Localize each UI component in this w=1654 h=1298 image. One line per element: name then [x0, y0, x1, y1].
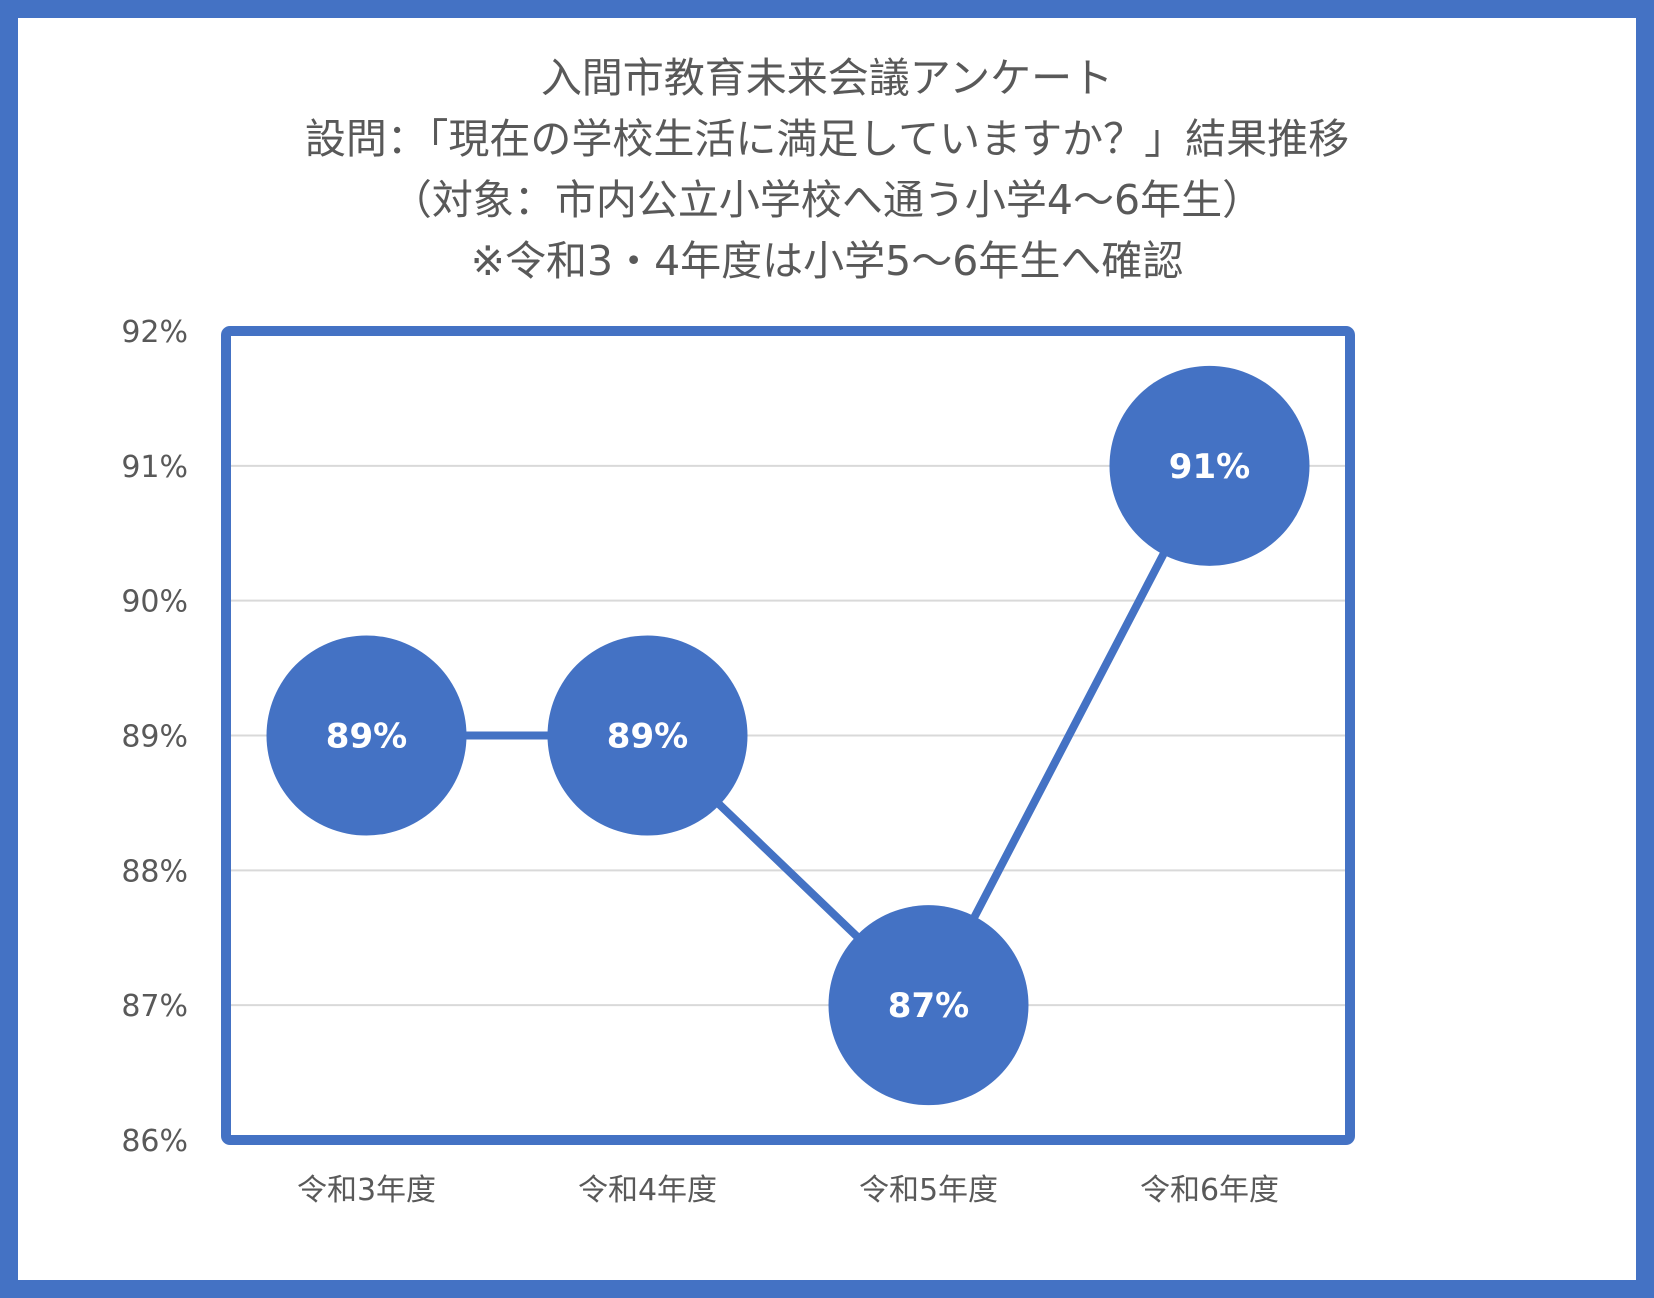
data-point [828, 905, 1029, 1106]
title-line-2: 設問：「現在の学校生活に満足していますか？」結果推移 [304, 115, 1350, 163]
y-tick-label: 89% [121, 720, 188, 755]
data-label: 87% [888, 986, 969, 1026]
data-label: 89% [607, 717, 688, 757]
y-tick-label: 90% [121, 585, 188, 620]
title-line-1: 入間市教育未来会議アンケート [540, 54, 1114, 102]
data-label: 89% [326, 717, 407, 757]
y-tick-label: 92% [121, 315, 188, 350]
y-tick-label: 86% [121, 1124, 188, 1159]
x-tick-label: 令和6年度 [1140, 1173, 1279, 1208]
series: 89% 89% 87% 91% [266, 365, 1310, 1106]
x-tick-label: 令和3年度 [297, 1173, 436, 1208]
y-tick-label: 88% [121, 854, 188, 889]
y-tick-label: 87% [121, 989, 188, 1024]
plot-area-border [221, 326, 1355, 1145]
x-tick-label: 令和5年度 [859, 1173, 998, 1208]
series-line [366, 463, 1214, 1010]
data-label: 91% [1169, 447, 1250, 487]
title-line-3: （対象：市内公立小学校へ通う小学4～6年生） [390, 176, 1264, 224]
x-tick-label: 令和4年度 [578, 1173, 717, 1208]
y-tick-label: 91% [121, 450, 188, 485]
title-line-4: ※令和3・4年度は小学5～6年生へ確認 [470, 237, 1184, 285]
data-point [1109, 365, 1310, 566]
y-axis: 86% 87% 88% 89% 90% 91% 92% [121, 315, 188, 1159]
chart-title: 入間市教育未来会議アンケート 設問：「現在の学校生活に満足していますか？」結果推… [0, 48, 1654, 292]
data-point [266, 635, 467, 836]
data-point [547, 635, 748, 836]
x-axis: 令和3年度 令和4年度 令和5年度 令和6年度 [297, 1173, 1279, 1208]
